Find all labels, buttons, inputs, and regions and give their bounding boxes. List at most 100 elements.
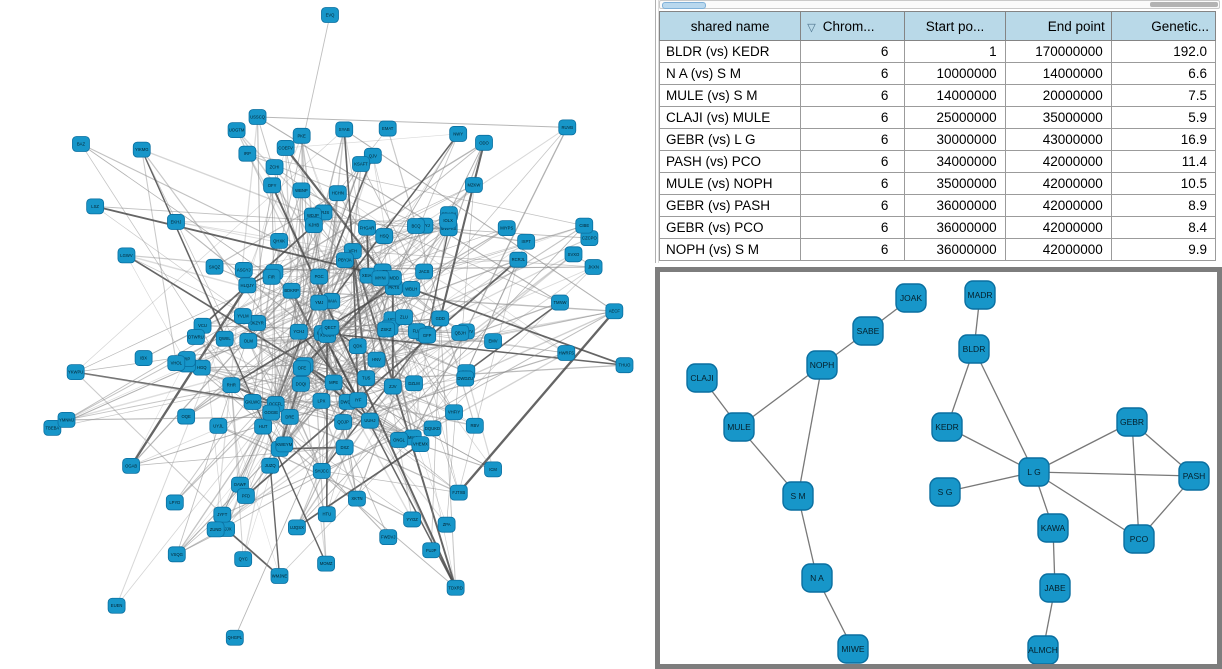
network-node[interactable]: YCHJ	[289, 323, 308, 340]
network-node-miwe[interactable]: MIWE	[837, 634, 869, 664]
network-node[interactable]: WBNP	[292, 182, 311, 199]
network-node-claji[interactable]: CLAJI	[686, 363, 718, 393]
network-node[interactable]: KSAFT	[352, 156, 370, 172]
table-row[interactable]: N A (vs) S M 6 10000000 14000000 6.6	[658, 62, 1217, 85]
network-node[interactable]: JKXN	[584, 259, 603, 275]
network-node[interactable]: HNV	[367, 351, 386, 368]
network-node-bldr[interactable]: BLDR	[958, 334, 990, 364]
network-node[interactable]: JUZQ	[261, 457, 280, 474]
network-node[interactable]: QDK	[348, 338, 367, 355]
network-node[interactable]: EUEN	[107, 597, 126, 614]
network-node[interactable]: OFY	[263, 177, 281, 194]
network-node[interactable]: ZSKZ	[377, 321, 396, 338]
table-row[interactable]: PASH (vs) PCO 6 34000000 42000000 11.4	[658, 150, 1217, 173]
network-node[interactable]: GKLWC	[243, 394, 262, 410]
network-node[interactable]: BDKRP	[282, 282, 301, 299]
network-node[interactable]: OGAB	[122, 457, 141, 474]
network-node[interactable]: FIR	[262, 268, 281, 285]
network-node[interactable]: IRP	[238, 145, 257, 162]
filtered-network-panel[interactable]: JOAK MADR SABE BLDR NOPH CLAJI GEBR MULE KEDR L G…	[655, 267, 1222, 669]
network-node[interactable]: PFD	[236, 488, 255, 504]
network-node-madr[interactable]: MADR	[964, 280, 996, 310]
network-node-kedr[interactable]: KEDR	[931, 412, 963, 442]
network-node[interactable]: GDD	[431, 310, 450, 327]
network-node[interactable]: EMV	[484, 333, 502, 349]
network-node[interactable]: FWDVJ	[379, 529, 398, 546]
network-node[interactable]: MZKW	[465, 177, 483, 193]
network-node[interactable]: MYNI	[371, 270, 390, 287]
network-node-pash[interactable]: PASH	[1178, 461, 1210, 491]
network-node[interactable]: XKTN	[348, 490, 366, 507]
network-node-n-a[interactable]: N A	[801, 563, 833, 593]
table-row[interactable]: MULE (vs) S M 6 14000000 20000000 7.5	[658, 84, 1217, 107]
network-node[interactable]: QYC	[234, 551, 253, 567]
network-node[interactable]: ZUND	[206, 521, 225, 538]
network-node[interactable]: QECT	[321, 319, 340, 336]
network-node[interactable]: IXPT	[517, 233, 536, 250]
table-row[interactable]: GEBR (vs) PCO 6 36000000 42000000 8.4	[658, 216, 1217, 239]
network-node[interactable]: JYFT	[213, 506, 232, 523]
network-node[interactable]: ZCHI	[265, 159, 284, 176]
network-node[interactable]: GFP	[418, 327, 437, 344]
network-node[interactable]: EVQ	[321, 7, 339, 23]
network-node[interactable]: USSCQ	[248, 109, 267, 125]
network-node[interactable]: VSQG	[167, 546, 186, 563]
network-node[interactable]: ZPA	[437, 516, 456, 533]
network-node-kawa[interactable]: KAWA	[1037, 513, 1069, 543]
network-node[interactable]: VHOL	[167, 355, 186, 371]
network-node[interactable]: YKWPU	[66, 364, 85, 381]
network-node[interactable]: EKHJ	[167, 214, 185, 230]
network-node-sabe[interactable]: SABE	[852, 316, 884, 346]
network-node[interactable]: LPYD	[165, 494, 184, 511]
network-node[interactable]: RCRJL	[509, 251, 528, 268]
network-node[interactable]: KJHB	[304, 217, 323, 234]
network-node-pco[interactable]: PCO	[1123, 524, 1155, 554]
network-node[interactable]: DZLM	[405, 375, 423, 392]
network-node[interactable]: YMJ	[310, 294, 329, 311]
network-node[interactable]: SYAB	[335, 121, 354, 138]
network-node[interactable]: PGC	[310, 268, 329, 285]
network-node-l-g[interactable]: L G	[1018, 457, 1050, 487]
network-node[interactable]: GOGIE	[262, 404, 281, 421]
main-network-canvas[interactable]: EVQORELQCFFLDRELKHAOLMGDDTONVFHDWQIKMIAJ…	[0, 0, 655, 669]
network-node[interactable]: VHEMX	[411, 436, 430, 453]
network-node[interactable]: HTU	[317, 506, 336, 523]
network-node[interactable]: PBYJA	[336, 252, 354, 269]
column-header-start_point[interactable]: Start po...	[904, 11, 1006, 41]
column-header-shared_name[interactable]: shared name	[658, 11, 802, 41]
network-node[interactable]: QHXK	[270, 233, 289, 249]
network-node[interactable]: IBX	[134, 350, 153, 366]
network-node[interactable]: OQE	[177, 408, 196, 425]
network-node[interactable]: HLQJY	[238, 277, 257, 294]
network-node[interactable]: ASGYJ	[234, 262, 253, 278]
network-node[interactable]: UYJL	[209, 417, 228, 434]
network-node-mule[interactable]: MULE	[723, 412, 755, 442]
filtered-network-canvas[interactable]: JOAK MADR SABE BLDR NOPH CLAJI GEBR MULE KEDR L G…	[660, 272, 1217, 665]
network-node[interactable]: TDXRD	[446, 579, 465, 596]
network-node[interactable]: OLM	[239, 332, 258, 349]
network-node[interactable]: LGWV	[117, 247, 136, 264]
network-node[interactable]: ZLU	[395, 309, 413, 326]
network-node[interactable]: UOGTM	[227, 122, 246, 139]
main-network-view[interactable]: EVQORELQCFFLDRELKHAOLMGDDTONVFHDWQIKMIAJ…	[0, 0, 655, 669]
column-header-end_point[interactable]: End point	[1004, 11, 1112, 41]
network-node[interactable]: QBJH	[451, 324, 470, 341]
network-node[interactable]: VHFIY	[445, 404, 463, 421]
network-node[interactable]: COEFV	[276, 140, 295, 156]
network-node[interactable]: HCHN	[328, 185, 347, 202]
network-node[interactable]: DQUKD	[423, 420, 442, 437]
network-node[interactable]: TMNW	[551, 294, 569, 311]
network-node[interactable]: JACS	[415, 263, 434, 280]
network-node[interactable]: HWRFS	[557, 345, 576, 361]
network-node-s-m[interactable]: S M	[782, 481, 814, 511]
network-node-jabe[interactable]: JABE	[1039, 573, 1071, 603]
network-node[interactable]: IOLX	[439, 212, 458, 229]
table-row[interactable]: NOPH (vs) S M 6 36000000 42000000 9.9	[658, 238, 1217, 261]
network-node-almch[interactable]: ALMCH	[1027, 635, 1059, 665]
column-header-chromosome[interactable]: ▽ Chrom...	[800, 11, 906, 41]
network-node[interactable]: NWY	[449, 126, 468, 142]
network-node-gebr[interactable]: GEBR	[1116, 407, 1148, 437]
network-node[interactable]: YYOZ	[403, 511, 422, 528]
network-node-joak[interactable]: JOAK	[895, 283, 927, 313]
network-node[interactable]: QOJP	[334, 414, 353, 430]
